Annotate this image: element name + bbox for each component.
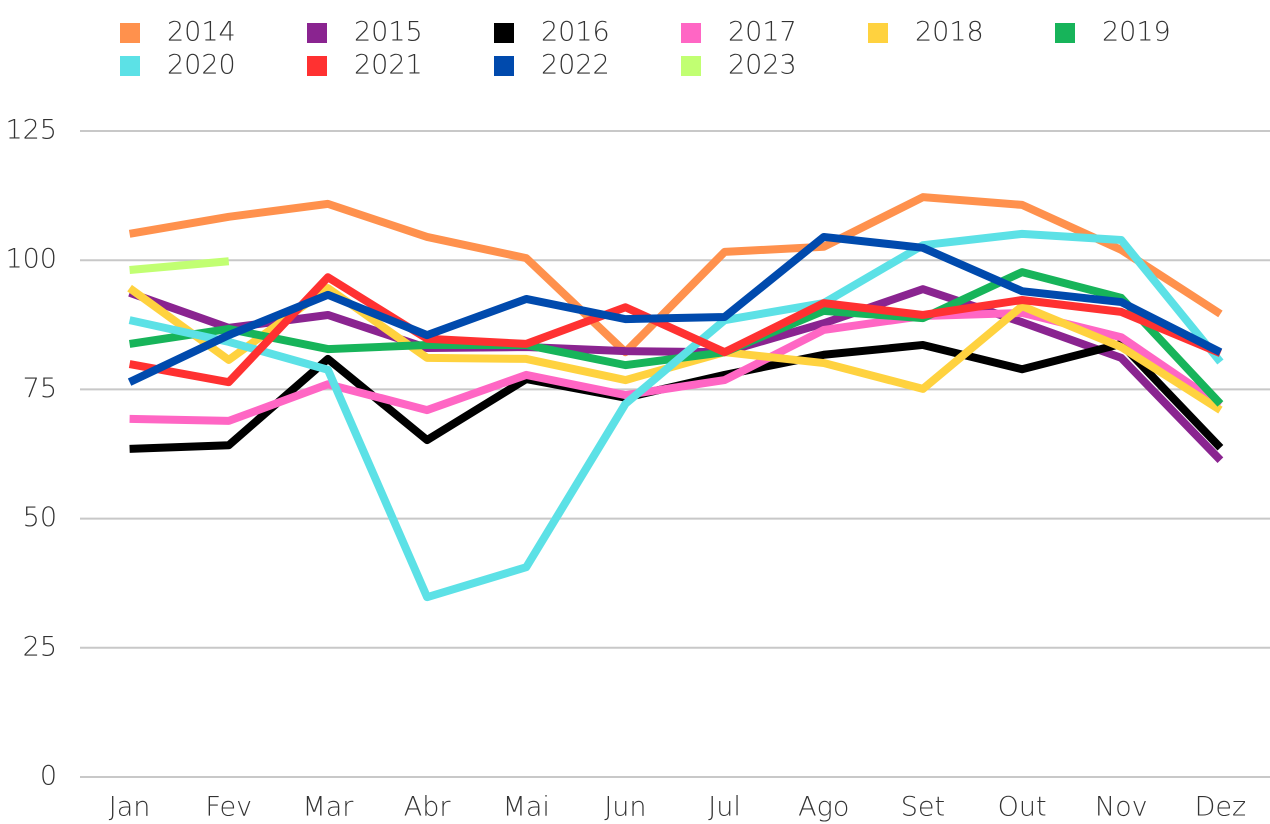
x-tick-label: Jul — [708, 792, 741, 823]
y-tick-label: 100 — [5, 244, 57, 275]
series-line — [129, 257, 230, 275]
x-tick-label: Set — [901, 792, 945, 823]
series-line — [128, 229, 1224, 602]
legend-swatch — [307, 56, 327, 76]
x-tick-label: Mai — [503, 792, 550, 823]
legend-swatch — [307, 23, 327, 43]
legend-label: 2017 — [728, 17, 797, 48]
legend-swatch — [494, 23, 514, 43]
legend-label: 2020 — [167, 50, 236, 81]
x-tick-label: Abr — [404, 792, 452, 823]
y-tick-label: 75 — [23, 373, 57, 404]
x-tick-label: Dez — [1195, 792, 1247, 823]
legend-label: 2022 — [541, 50, 610, 81]
x-tick-label: Mar — [302, 792, 354, 823]
x-tick-label: Nov — [1095, 792, 1148, 823]
series-line — [128, 285, 1224, 463]
legend-label: 2019 — [1102, 17, 1171, 48]
legend-label: 2014 — [167, 17, 236, 48]
y-tick-label: 0 — [40, 761, 57, 792]
legend-label: 2021 — [354, 50, 423, 81]
legend-swatch — [120, 23, 140, 43]
legend-swatch — [494, 56, 514, 76]
legend-swatch — [120, 56, 140, 76]
x-tick-label: Jun — [604, 792, 646, 823]
series-line — [128, 193, 1223, 357]
y-tick-label: 50 — [23, 502, 57, 533]
y-tick-label: 125 — [5, 115, 57, 146]
legend-label: 2015 — [354, 17, 423, 48]
series-line — [128, 273, 1222, 387]
series-line — [127, 232, 1223, 386]
legend-swatch — [868, 23, 888, 43]
legend-label: 2016 — [541, 17, 610, 48]
x-tick-label: Fev — [205, 792, 252, 823]
legend-swatch — [681, 56, 701, 76]
y-tick-label: 25 — [23, 631, 57, 662]
legend-label: 2023 — [728, 50, 797, 81]
x-tick-label: Jan — [109, 792, 151, 823]
legend-swatch — [681, 23, 701, 43]
x-tick-label: Out — [998, 792, 1047, 823]
x-tick-label: Ago — [798, 792, 849, 823]
legend-swatch — [1055, 23, 1075, 43]
legend-label: 2018 — [915, 17, 984, 48]
